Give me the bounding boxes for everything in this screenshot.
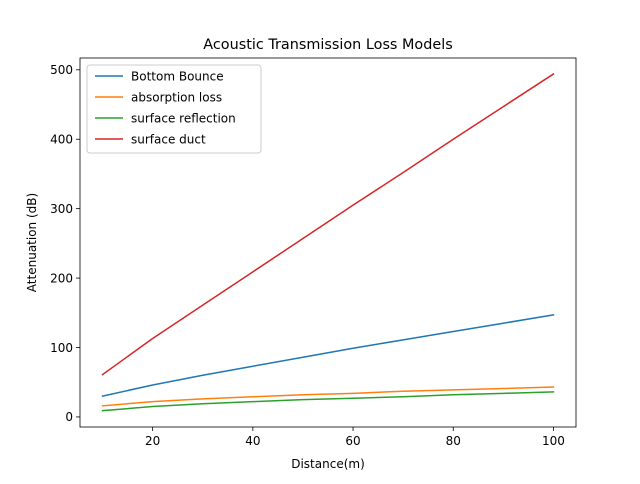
x-axis-label: Distance(m): [291, 457, 365, 471]
legend-frame: [86, 64, 262, 154]
legend: Bottom Bounce absorption loss surface refl…: [86, 64, 262, 154]
x-tick-label: 40: [245, 434, 260, 448]
series-line-2: [101, 386, 555, 407]
chart-title: Acoustic Transmission Loss Models: [203, 37, 452, 53]
axes-frame: [79, 57, 577, 428]
y-tick-label: 500: [50, 63, 73, 77]
legend-label-3: surface reflection: [131, 111, 236, 125]
x-tick-label: 100: [542, 434, 565, 448]
y-tick-label: 300: [50, 202, 73, 216]
series-line-1: [101, 314, 555, 398]
y-tick-label: 200: [50, 271, 73, 285]
legend-label-1: Bottom Bounce: [131, 69, 224, 83]
legend-label-4: surface duct: [131, 132, 206, 146]
y-axis-label: Attenuation (dB): [25, 193, 39, 292]
x-tick-label: 80: [446, 434, 461, 448]
legend-label-2: absorption loss: [131, 90, 222, 104]
y-tick-label: 100: [50, 341, 73, 355]
x-tick-label: 20: [145, 434, 160, 448]
y-tick-label: 400: [50, 133, 73, 147]
series-line-4: [101, 72, 555, 376]
y-tick-label: 0: [65, 410, 73, 424]
x-tick-label: 60: [345, 434, 360, 448]
series-line-3: [101, 391, 555, 412]
